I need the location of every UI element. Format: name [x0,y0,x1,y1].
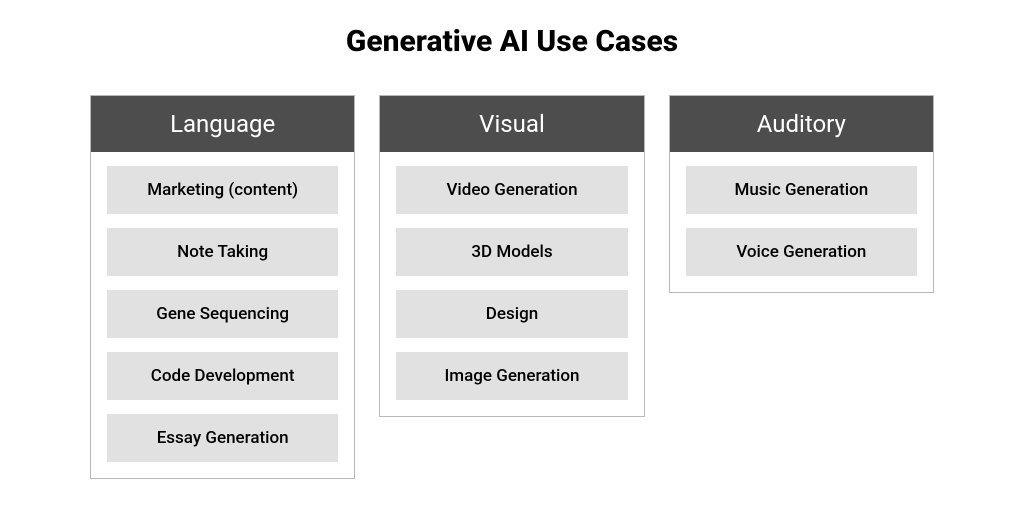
categories-row: Language Marketing (content) Note Taking… [0,95,1024,479]
use-case-item: Music Generation [686,166,917,214]
category-card-language: Language Marketing (content) Note Taking… [90,95,355,479]
category-body: Video Generation 3D Models Design Image … [380,152,643,416]
use-case-item: Note Taking [107,228,338,276]
use-case-item: Image Generation [396,352,627,400]
use-case-item: Code Development [107,352,338,400]
use-case-item: Voice Generation [686,228,917,276]
category-card-auditory: Auditory Music Generation Voice Generati… [669,95,934,293]
use-case-item: Video Generation [396,166,627,214]
category-body: Marketing (content) Note Taking Gene Seq… [91,152,354,478]
use-case-item: Marketing (content) [107,166,338,214]
category-body: Music Generation Voice Generation [670,152,933,292]
use-case-item: Essay Generation [107,414,338,462]
category-header: Language [91,96,354,152]
category-header: Auditory [670,96,933,152]
use-case-item: Gene Sequencing [107,290,338,338]
category-card-visual: Visual Video Generation 3D Models Design… [379,95,644,417]
page-title: Generative AI Use Cases [0,24,1024,59]
category-header: Visual [380,96,643,152]
use-case-item: Design [396,290,627,338]
use-case-item: 3D Models [396,228,627,276]
